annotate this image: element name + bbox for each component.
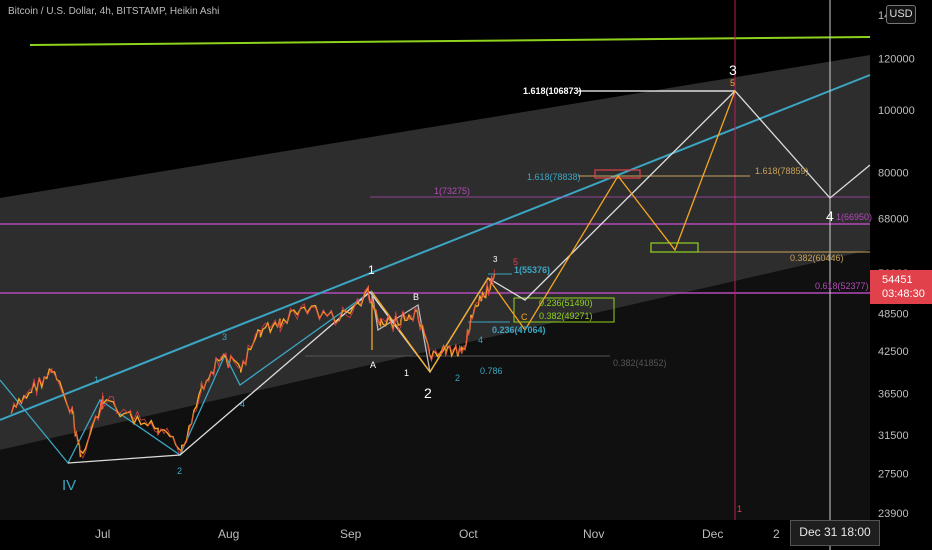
y-tick-label: 42500 [878,346,909,358]
price-series-line-red [10,269,495,459]
x-tick-label: Oct [459,527,478,541]
x-tick-label: Aug [218,527,239,541]
fib-level-label: 0.382(41852) [613,358,667,368]
fib-labels: 1.618(106873) 1.618(78838) 1.618(78859) 1(7… [434,86,872,376]
fib-level-label: 0.786 [480,366,503,376]
wave-label: B [413,292,419,302]
retrace-box-green [513,297,615,323]
wave-label: 4 [478,335,483,345]
wave-label: C [521,312,528,322]
wave-label: 2 [177,466,182,476]
fib-level-label: 0.236(51490) [539,298,593,308]
price-series-line [10,274,496,458]
x-tick-label: Nov [583,527,604,541]
wave-label: 2 [455,373,460,383]
fib-level-label: 0.382(60446) [790,253,844,263]
fib-level-label: 0.236(47064) [492,325,546,335]
wave-label: 5 [730,78,735,88]
last-price-tag: 54451 03:48:30 [870,270,932,304]
fib-level-label: 1(73275) [434,186,470,196]
y-tick-label: 100000 [878,105,915,117]
wave-label: 3 [729,62,737,78]
last-price-value: 54451 [882,274,913,286]
y-tick-label: 27500 [878,469,909,481]
x-tick-label: 2 [773,527,780,541]
wave-label: 4 [826,208,834,224]
fib-level-label: 1(66950) [836,212,872,222]
fib-level-label: 1.618(78859) [755,166,809,176]
symbol-title: Bitcoin / U.S. Dollar, 4h, BITSTAMP, Hei… [8,6,220,17]
fib-level-label: 0.618(52377) [815,281,869,291]
wave-label: 5 [513,257,518,267]
wave-label: 3 [493,255,498,264]
x-tick-label: Sep [340,527,362,541]
green-trend-line [29,36,871,46]
y-tick-label: 120000 [878,53,915,65]
y-tick-label: 80000 [878,168,909,180]
currency-button[interactable]: USD [886,5,916,24]
wave-label: IV [62,477,76,494]
fib-level-label: 0.382(49271) [539,311,593,321]
x-axis: Jul Aug Sep Oct Nov Dec 2 [95,527,780,541]
wave-label: 1 [94,375,99,385]
y-tick-label: 68000 [878,213,909,225]
x-tick-label: Jul [95,527,110,541]
crosshair-date-label: Dec 31 18:00 [790,520,880,546]
teal-trend-line [0,74,871,421]
fib-level-label: 1(55376) [514,265,550,275]
y-tick-label: 23900 [878,508,909,520]
wave-path-orange [371,90,736,374]
abc-path [371,291,431,373]
y-tick-label: 48500 [878,309,909,321]
vertical-marker-label: 1 [737,504,742,514]
elliott-channel-band [0,55,870,450]
wave-label: 4 [240,399,245,409]
target-box-green [650,242,699,253]
wave-label: A [370,360,376,370]
x-tick-label: Dec [702,527,723,541]
y-tick-label: 31500 [878,430,909,442]
wave-label: 1 [404,368,409,378]
fib-level-label: 1.618(106873) [523,86,582,96]
wave-label: 2 [424,385,432,401]
channel-lower-shade [0,250,870,520]
bar-countdown: 03:48:30 [882,288,925,300]
wave-label: 1 [368,263,375,277]
fib-level-label: 1.618(78838) [527,172,581,182]
wave-label: 3 [222,332,227,342]
y-tick-label: 36500 [878,389,909,401]
